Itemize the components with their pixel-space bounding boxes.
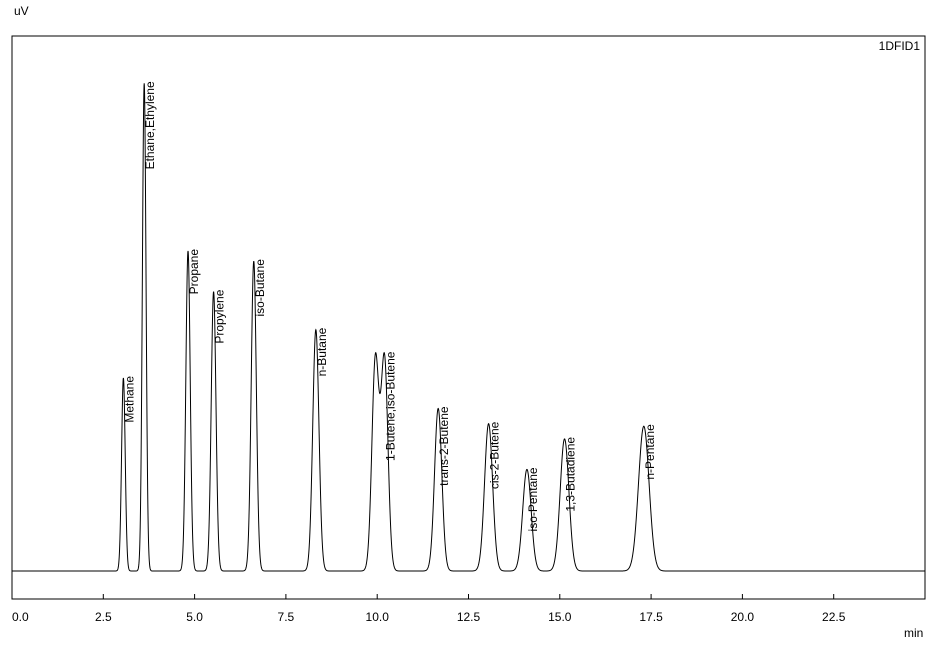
peak-label: iso-Pentane: [526, 467, 540, 531]
x-unit-label: min: [904, 626, 924, 640]
y-unit-label: uV: [14, 4, 29, 18]
peak-label: 1,3-Butadiene: [564, 437, 578, 512]
peak-label: 1-Butene,iso-Butene: [384, 351, 398, 461]
x-tick-label: 2.5: [95, 610, 112, 624]
peak-label: Methane: [122, 376, 136, 423]
x-tick-label: 17.5: [639, 610, 663, 624]
x-tick-label: 22.5: [822, 610, 846, 624]
signal-trace: [12, 83, 925, 572]
peak-label: iso-Butane: [253, 259, 267, 317]
chromatogram-signal: [12, 83, 925, 572]
x-tick-label: 12.5: [457, 610, 481, 624]
x-tick-label: 5.0: [186, 610, 203, 624]
peak-label: cis-2-Butene: [488, 421, 502, 489]
peak-label: trans-2-Butene: [437, 406, 451, 486]
peak-label: n-Butane: [315, 327, 329, 376]
peak-label: Propane: [187, 249, 201, 295]
peak-label: Ethane,Ethylene: [143, 81, 157, 169]
x-axis-ticks: 0.0 2.5 5.0 7.5 10.0 12.5 15.0 17.5 20.0 22.5: [11, 594, 846, 624]
x-tick-label: 20.0: [731, 610, 755, 624]
detector-label: 1DFID1: [879, 39, 921, 53]
peak-label: Propylene: [213, 289, 227, 343]
x-tick-label: 0.0: [12, 610, 29, 624]
x-tick-label: 15.0: [548, 610, 572, 624]
peak-label: n-Pentane: [643, 424, 657, 480]
x-tick-label: 7.5: [278, 610, 295, 624]
peak-labels: Methane Ethane,Ethylene Propane Propylene is…: [122, 81, 656, 531]
x-tick-label: 10.0: [366, 610, 390, 624]
